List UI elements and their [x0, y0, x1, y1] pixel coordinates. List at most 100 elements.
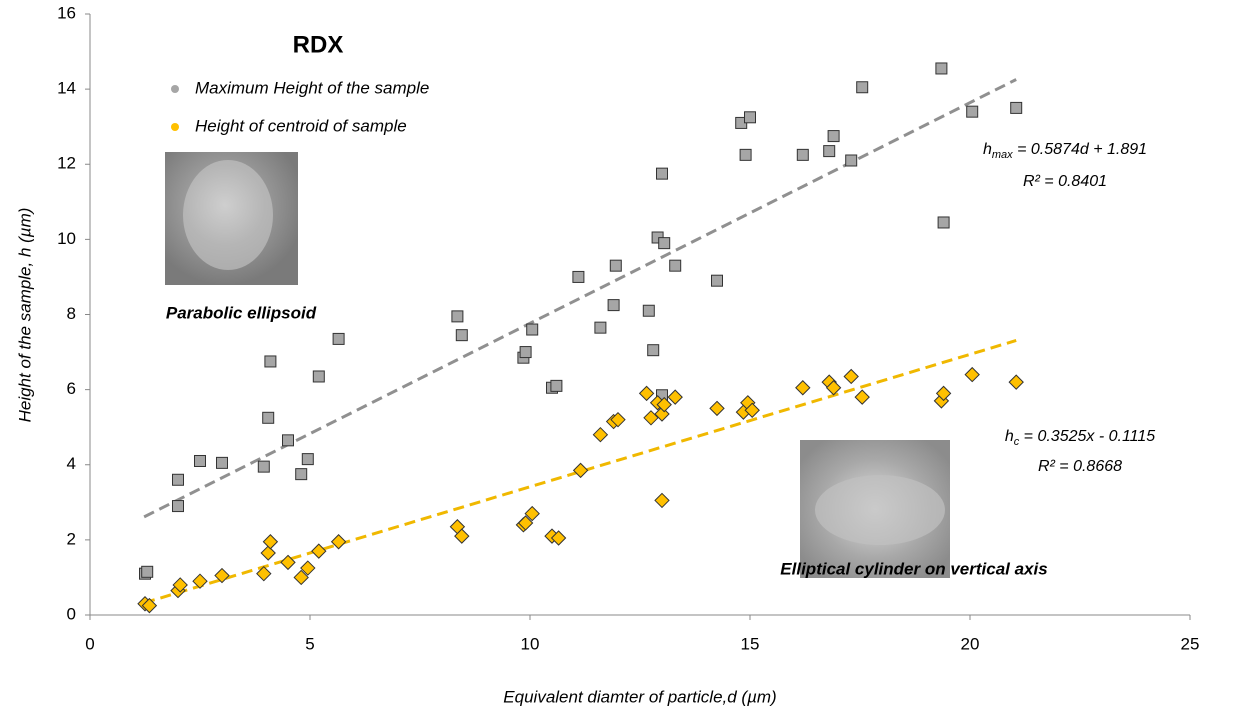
point	[214, 567, 230, 584]
point	[295, 468, 308, 481]
point	[592, 426, 609, 443]
point	[935, 62, 948, 75]
point	[667, 389, 683, 405]
equation-symbol: h	[983, 141, 992, 158]
point	[796, 148, 809, 161]
point	[709, 400, 725, 417]
equation-subscript: max	[992, 149, 1013, 161]
equation-subscript: c	[1014, 436, 1020, 448]
r-squared: R² = 0.8668	[1038, 458, 1122, 475]
x-tick-label: 0	[85, 634, 94, 653]
point	[647, 344, 660, 357]
point	[519, 346, 532, 359]
x-tick-label: 10	[521, 634, 540, 653]
point	[795, 380, 811, 396]
point	[638, 385, 655, 402]
point	[256, 565, 272, 582]
point	[526, 323, 539, 336]
point	[739, 148, 752, 161]
point	[607, 299, 620, 312]
point	[669, 259, 682, 272]
point	[1010, 101, 1023, 114]
point	[216, 456, 228, 469]
point	[141, 565, 154, 578]
point	[656, 396, 672, 413]
point	[550, 530, 567, 546]
point	[656, 167, 668, 180]
point	[935, 385, 952, 402]
point	[141, 597, 158, 614]
point	[451, 310, 464, 323]
point	[282, 434, 294, 447]
point	[300, 560, 316, 576]
point	[257, 460, 270, 473]
point	[609, 259, 622, 272]
equation-rest: = 0.3525x - 0.1115	[1019, 428, 1155, 445]
point	[172, 577, 188, 593]
point	[455, 329, 468, 342]
point	[642, 304, 655, 317]
legend-label: Height of centroid of sample	[195, 116, 407, 135]
point	[454, 528, 470, 544]
x-tick-label: 25	[1181, 634, 1200, 653]
y-tick-label: 14	[57, 79, 76, 98]
point	[264, 355, 277, 368]
y-tick-label: 8	[67, 304, 76, 323]
point	[643, 410, 659, 426]
point	[517, 515, 534, 531]
point	[937, 216, 950, 229]
annotation: Elliptical cylinder on vertical axis	[780, 559, 1047, 578]
point	[610, 411, 626, 428]
legend-label: Maximum Height of the sample	[195, 78, 429, 97]
point	[572, 270, 585, 283]
y-tick-label: 0	[67, 604, 76, 623]
equation-symbol: h	[1005, 428, 1014, 445]
x-axis-label: Equivalent diamter of particle,d (µm)	[503, 687, 776, 706]
trend-equation: hmax = 0.5874d + 1.891	[983, 141, 1147, 161]
x-tick-label: 5	[305, 634, 314, 653]
annotation: Parabolic ellipsoid	[166, 303, 317, 322]
point	[262, 534, 279, 550]
point	[856, 81, 869, 94]
point	[823, 145, 836, 158]
point	[843, 368, 859, 385]
r-squared: R² = 0.8401	[1023, 173, 1107, 190]
point	[301, 453, 314, 466]
y-tick-label: 2	[67, 529, 76, 548]
point	[280, 554, 296, 571]
point	[293, 569, 309, 586]
point	[825, 380, 842, 396]
point	[594, 321, 607, 334]
y-tick-label: 6	[67, 379, 76, 398]
point	[172, 500, 184, 513]
point	[524, 505, 540, 522]
y-tick-label: 12	[57, 154, 76, 173]
point	[827, 130, 840, 143]
point	[572, 462, 589, 479]
point	[192, 573, 208, 589]
y-tick-label: 16	[57, 3, 76, 22]
point	[966, 105, 979, 118]
y-axis-label: Height of the sample, h (µm)	[15, 208, 34, 423]
point	[332, 332, 345, 345]
point	[262, 411, 275, 424]
point	[711, 274, 723, 287]
point	[260, 545, 276, 561]
point	[854, 389, 870, 405]
point	[654, 492, 670, 509]
y-tick-label: 4	[67, 454, 76, 473]
y-tick-label: 10	[57, 229, 76, 248]
point	[964, 366, 980, 383]
legend-marker	[171, 123, 179, 131]
point	[1008, 374, 1024, 390]
x-tick-label: 20	[961, 634, 980, 653]
point	[845, 154, 858, 167]
point	[194, 454, 206, 467]
trendline	[143, 339, 1017, 605]
equation-rest: = 0.5874d + 1.891	[1013, 141, 1147, 158]
point	[172, 473, 184, 486]
point	[311, 543, 327, 559]
trend-equation: hc = 0.3525x - 0.1115	[1005, 428, 1155, 448]
particle-shape	[183, 160, 273, 270]
